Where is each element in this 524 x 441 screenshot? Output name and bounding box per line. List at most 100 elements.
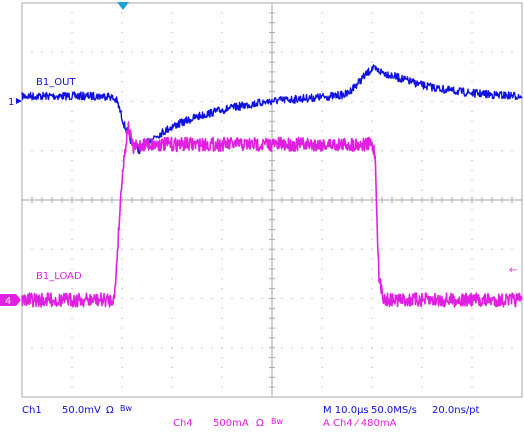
grid-dot — [191, 347, 193, 349]
grid-dot — [471, 337, 473, 339]
grid-dot — [251, 248, 253, 250]
grid-dot — [371, 327, 373, 329]
grid-dot — [171, 248, 173, 250]
grid-dot — [371, 258, 373, 260]
grid-dot — [221, 386, 223, 388]
grid-dot — [301, 51, 303, 53]
sample-rate: 50.0MS/s — [371, 405, 417, 416]
grid-dot — [121, 337, 123, 339]
grid-dot — [421, 376, 423, 378]
grid-dot — [321, 317, 323, 319]
grid-dot — [221, 297, 223, 300]
grid-dot — [121, 51, 123, 53]
grid-dot — [331, 347, 333, 349]
grid-dot — [511, 150, 513, 152]
grid-dot — [171, 189, 173, 191]
grid-dot — [411, 347, 413, 349]
grid-dot — [471, 386, 473, 388]
grid-dot — [371, 376, 373, 378]
grid-dot — [121, 248, 123, 250]
grid-dot — [221, 71, 223, 73]
grid-dot — [131, 248, 133, 250]
grid-dot — [421, 347, 423, 349]
grid-dot — [71, 120, 73, 122]
grid-dot — [421, 61, 423, 63]
arrow-left-icon: ← — [509, 265, 517, 276]
grid-dot — [421, 2, 423, 4]
grid-dot — [401, 150, 403, 152]
grid-dot — [221, 22, 223, 24]
grid-dot — [121, 288, 123, 290]
grid-dot — [211, 100, 213, 103]
grid-dot — [211, 51, 213, 53]
grid-dot — [421, 307, 423, 309]
grid-dot — [71, 357, 73, 359]
grid-dot — [471, 317, 473, 319]
grid-dot — [421, 100, 423, 103]
grid-dot — [171, 169, 173, 172]
grid-dot — [471, 120, 473, 122]
grid-dot — [301, 150, 303, 152]
grid-dot — [111, 347, 113, 349]
grid-dot — [131, 150, 133, 152]
grid-dot — [71, 169, 73, 172]
grid-dot — [191, 51, 193, 53]
grid-dot — [261, 150, 263, 152]
grid-dot — [401, 51, 403, 53]
grid-dot — [451, 51, 453, 53]
grid-dot — [201, 347, 203, 349]
grid-dot — [71, 258, 73, 260]
grid-dot — [321, 81, 323, 83]
grid-dot — [421, 366, 423, 369]
grid-dot — [471, 130, 473, 132]
grid-dot — [71, 248, 73, 250]
grid-dot — [311, 248, 313, 250]
grid-dot — [421, 71, 423, 73]
grid-dot — [161, 150, 163, 152]
grid-dot — [241, 248, 243, 250]
grid-dot — [371, 307, 373, 309]
grid-dot — [121, 238, 123, 240]
grid-dot — [71, 61, 73, 63]
grid-dot — [71, 297, 73, 300]
grid-dot — [251, 347, 253, 349]
grid-dot — [491, 248, 493, 250]
grid-dot — [141, 51, 143, 53]
grid-dot — [371, 219, 373, 221]
grid-dot — [71, 228, 73, 231]
resolution: 20.0ns/pt — [432, 405, 480, 416]
grid-dot — [421, 169, 423, 172]
grid-dot — [91, 347, 93, 349]
grid-dot — [71, 91, 73, 93]
grid-dot — [171, 337, 173, 339]
grid-dot — [361, 248, 363, 250]
grid-dot — [121, 376, 123, 378]
grid-dot — [201, 297, 203, 300]
grid-dot — [491, 347, 493, 349]
grid-dot — [361, 100, 363, 103]
grid-dot — [221, 189, 223, 191]
grid-dot — [141, 347, 143, 349]
grid-dot — [231, 100, 233, 103]
grid-dot — [321, 297, 323, 300]
grid-dot — [121, 366, 123, 369]
grid-dot — [141, 248, 143, 250]
grid-dot — [321, 41, 323, 44]
grid-dot — [471, 160, 473, 162]
grid-dot — [131, 100, 133, 103]
grid-dot — [371, 347, 373, 349]
grid-dot — [71, 140, 73, 142]
grid-dot — [421, 219, 423, 221]
grid-dot — [71, 238, 73, 240]
grid-dot — [121, 150, 123, 152]
grid-dot — [511, 100, 513, 103]
grid-dot — [421, 268, 423, 270]
grid-dot — [221, 288, 223, 290]
grid-dot — [171, 386, 173, 388]
grid-dot — [471, 169, 473, 172]
grid-dot — [371, 189, 373, 191]
grid-dot — [421, 386, 423, 388]
grid-dot — [501, 347, 503, 349]
grid-dot — [371, 238, 373, 240]
grid-dot — [321, 258, 323, 260]
